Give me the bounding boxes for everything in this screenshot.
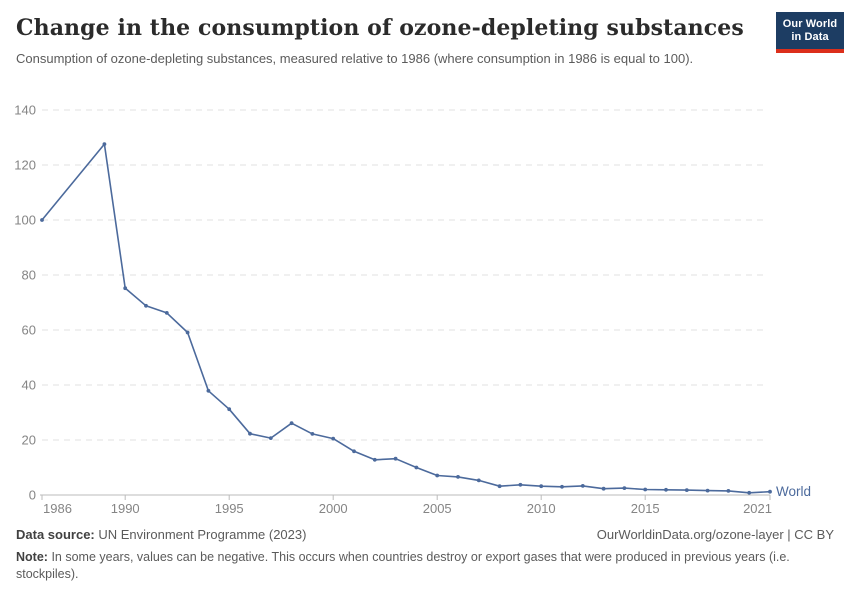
owid-logo-line2: in Data — [791, 31, 829, 43]
x-axis-label-2005: 2005 — [423, 501, 452, 516]
data-point-world-2016[interactable] — [664, 487, 668, 492]
footer-source-row: Data source: UN Environment Programme (2… — [16, 527, 834, 542]
chart-footer: Data source: UN Environment Programme (2… — [16, 527, 834, 583]
data-point-world-2003[interactable] — [393, 456, 398, 461]
data-point-world-1990[interactable] — [123, 286, 128, 291]
x-axis-label-1986: 1986 — [43, 501, 72, 516]
data-point-world-2004[interactable] — [414, 465, 419, 470]
data-point-world-2013[interactable] — [601, 486, 606, 491]
data-point-world-1999[interactable] — [310, 432, 315, 436]
credit-separator: | — [783, 527, 795, 542]
data-point-world-2017[interactable] — [684, 488, 689, 492]
data-source: Data source: UN Environment Programme (2… — [16, 527, 306, 542]
footer-credit: OurWorldinData.org/ozone-layer | CC BY — [597, 527, 834, 542]
y-axis-label-100: 100 — [14, 213, 36, 228]
y-axis-label-40: 40 — [22, 378, 36, 393]
note-text: In some years, values can be negative. T… — [16, 550, 790, 581]
data-point-world-1992[interactable] — [164, 311, 169, 315]
y-axis-label-80: 80 — [22, 268, 36, 283]
data-point-world-2006[interactable] — [456, 475, 460, 479]
data-point-world-2000[interactable] — [331, 436, 336, 441]
license-label: CC BY — [794, 527, 834, 542]
data-point-world-2001[interactable] — [352, 449, 356, 454]
footer-note: Note: In some years, values can be negat… — [16, 549, 834, 583]
data-point-world-2008[interactable] — [497, 484, 502, 489]
data-point-world-2002[interactable] — [372, 457, 377, 462]
data-point-world-1994[interactable] — [206, 388, 211, 393]
data-point-world-2021[interactable] — [768, 489, 772, 494]
data-point-world-1995[interactable] — [227, 407, 232, 412]
x-axis-label-2000: 2000 — [319, 501, 348, 516]
y-axis-label-60: 60 — [22, 323, 36, 338]
series-line-world[interactable] — [41, 143, 771, 494]
chart-subtitle: Consumption of ozone-depleting substance… — [16, 51, 694, 66]
y-axis-label-20: 20 — [22, 433, 36, 448]
data-point-world-2018[interactable] — [705, 488, 710, 493]
series-label-world[interactable]: World — [776, 484, 811, 499]
data-point-world-2011[interactable] — [560, 484, 564, 489]
data-point-world-1993[interactable] — [185, 330, 190, 335]
y-axis-label-0: 0 — [29, 488, 36, 503]
data-point-world-2014[interactable] — [622, 486, 627, 490]
x-axis-label-1990: 1990 — [111, 501, 140, 516]
x-axis-label-1995: 1995 — [215, 501, 244, 516]
owid-logo[interactable]: Our World in Data — [776, 12, 844, 53]
x-axis-label-2015: 2015 — [631, 501, 660, 516]
data-point-world-1997[interactable] — [268, 436, 273, 440]
owid-logo-line1: Our World — [782, 18, 838, 30]
data-point-world-2010[interactable] — [539, 484, 544, 489]
data-point-world-2005[interactable] — [435, 473, 440, 478]
x-axis-label-2010: 2010 — [527, 501, 556, 516]
data-point-world-2012[interactable] — [580, 484, 585, 488]
y-axis-label-140: 140 — [14, 103, 36, 118]
chart-header: Change in the consumption of ozone-deple… — [16, 15, 760, 68]
y-axis-label-120: 120 — [14, 158, 36, 173]
chart-title: Change in the consumption of ozone-deple… — [16, 15, 744, 41]
data-point-world-1986[interactable] — [40, 218, 44, 222]
data-point-world-2015[interactable] — [643, 487, 648, 492]
x-axis-label-2021: 2021 — [743, 501, 772, 516]
data-point-world-2020[interactable] — [747, 490, 752, 495]
data-point-world-1998[interactable] — [289, 421, 294, 426]
note-label: Note: — [16, 550, 48, 564]
data-source-label: Data source: — [16, 527, 95, 542]
data-point-world-1989[interactable] — [102, 142, 107, 147]
data-point-world-1996[interactable] — [248, 431, 252, 436]
data-point-world-2009[interactable] — [518, 482, 523, 487]
data-source-value: UN Environment Programme (2023) — [98, 527, 307, 542]
data-point-world-2007[interactable] — [476, 478, 481, 483]
data-point-world-2019[interactable] — [726, 489, 731, 493]
owid-url-link[interactable]: OurWorldinData.org/ozone-layer — [596, 527, 784, 542]
data-point-world-1991[interactable] — [144, 303, 148, 308]
